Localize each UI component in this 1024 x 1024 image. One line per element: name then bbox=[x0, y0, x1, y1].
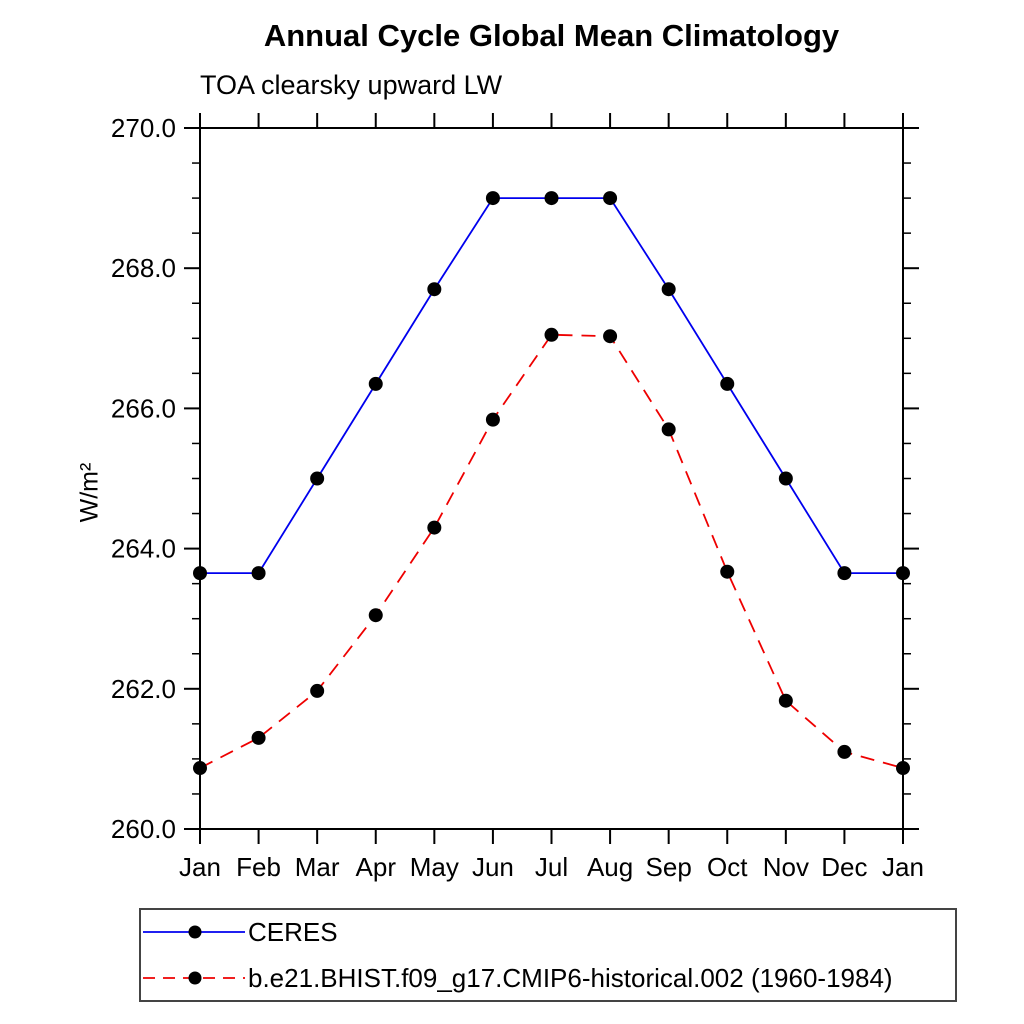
data-point-ceres bbox=[603, 191, 618, 206]
data-point-ceres bbox=[778, 471, 793, 486]
data-point-model bbox=[778, 693, 793, 708]
y-tick-label: 260.0 bbox=[111, 814, 176, 844]
legend-item-model: b.e21.BHIST.f09_g17.CMIP6-historical.002… bbox=[141, 957, 955, 999]
data-point-model bbox=[661, 422, 676, 437]
data-point-ceres bbox=[251, 566, 266, 581]
x-tick-label: Jun bbox=[472, 852, 514, 882]
y-tick-label: 266.0 bbox=[111, 393, 176, 423]
data-point-model bbox=[310, 683, 325, 698]
legend-marker bbox=[188, 971, 202, 985]
x-tick-label: Feb bbox=[236, 852, 281, 882]
x-tick-label: Aug bbox=[587, 852, 633, 882]
x-tick-label: May bbox=[410, 852, 459, 882]
x-tick-label: Jul bbox=[535, 852, 568, 882]
x-tick-label: Jan bbox=[179, 852, 221, 882]
legend-marker bbox=[188, 925, 202, 939]
data-point-ceres bbox=[193, 566, 207, 581]
chart-subtitle: TOA clearsky upward LW bbox=[200, 70, 503, 100]
x-tick-label: Jan bbox=[882, 852, 924, 882]
data-point-model bbox=[603, 329, 618, 344]
x-tick-label: Nov bbox=[763, 852, 809, 882]
data-point-ceres bbox=[310, 471, 325, 486]
legend: CERES b.e21.BHIST.f09_g17.CMIP6-historic… bbox=[139, 908, 957, 1002]
data-point-model bbox=[720, 564, 735, 579]
data-point-ceres bbox=[544, 191, 559, 206]
data-point-ceres bbox=[896, 566, 910, 581]
x-tick-label: Mar bbox=[295, 852, 340, 882]
y-tick-label: 262.0 bbox=[111, 674, 176, 704]
data-point-model bbox=[368, 608, 383, 623]
model-line-swatch-icon bbox=[143, 971, 245, 985]
legend-item-ceres: CERES bbox=[141, 911, 955, 953]
data-point-ceres bbox=[661, 282, 676, 297]
data-point-ceres bbox=[485, 191, 500, 206]
legend-label-ceres: CERES bbox=[248, 916, 338, 947]
ceres-line-swatch-icon bbox=[143, 925, 245, 939]
data-point-ceres bbox=[837, 566, 852, 581]
y-tick-label: 264.0 bbox=[111, 534, 176, 564]
y-tick-label: 270.0 bbox=[111, 113, 176, 143]
chart-title: Annual Cycle Global Mean Climatology bbox=[263, 18, 840, 53]
data-point-ceres bbox=[368, 376, 383, 391]
data-point-model bbox=[837, 744, 852, 759]
series-line-model bbox=[199, 333, 904, 769]
series-line-ceres bbox=[200, 197, 903, 575]
y-tick-label: 268.0 bbox=[111, 253, 176, 283]
x-tick-label: Sep bbox=[646, 852, 692, 882]
data-point-ceres bbox=[427, 282, 442, 297]
plot-border bbox=[199, 127, 904, 830]
x-tick-label: Dec bbox=[821, 852, 867, 882]
data-point-model bbox=[251, 730, 266, 745]
data-point-model bbox=[193, 761, 207, 776]
data-point-model bbox=[544, 327, 559, 342]
data-point-ceres bbox=[720, 376, 735, 391]
legend-label-model: b.e21.BHIST.f09_g17.CMIP6-historical.002… bbox=[248, 962, 893, 993]
data-point-model bbox=[427, 520, 442, 535]
data-point-model bbox=[485, 412, 500, 427]
data-point-model bbox=[896, 761, 910, 776]
x-tick-label: Apr bbox=[356, 852, 397, 882]
x-tick-label: Oct bbox=[707, 852, 748, 882]
